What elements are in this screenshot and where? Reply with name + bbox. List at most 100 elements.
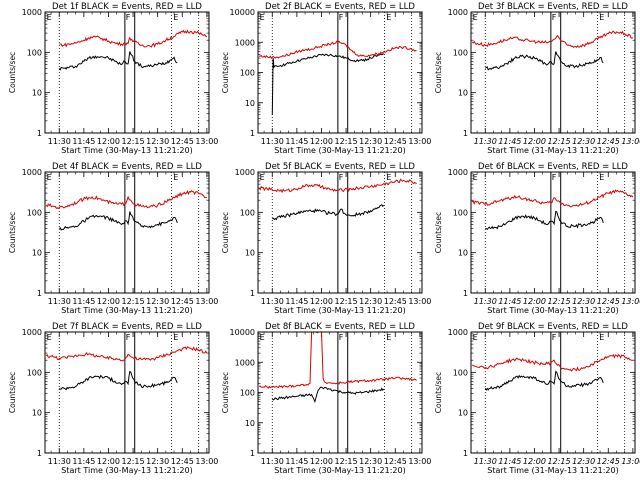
x-tick-label: 12:15 [122, 137, 145, 146]
x-tick-label: 11:30 [474, 137, 497, 146]
flag-letter: E [386, 13, 391, 22]
x-tick-label: 11:30 [48, 457, 71, 466]
y-tick-label: 1000 [235, 358, 255, 367]
x-tick-label: 12:00 [310, 457, 333, 466]
chart-panel-8: Det 8f BLACK = Events, RED = LLD 1 10 100 10… [221, 322, 431, 475]
flag-letter: E [260, 173, 265, 182]
x-tick-label: 11:45 [498, 137, 521, 146]
y-tick-label: 10 [245, 419, 255, 428]
flag-letter: F [552, 13, 557, 22]
flag-letter: E [173, 173, 178, 182]
chart-panel-1: Det 1f BLACK = Events, RED = LLD 1 10 100 10… [8, 2, 218, 155]
x-axis-label: Start Time (30-May-13 11:21:20) [61, 466, 192, 475]
y-tick-label: 100 [27, 208, 42, 217]
flag-letter: F [552, 333, 557, 342]
flag-letter: E [473, 333, 478, 342]
y-tick-label: 100 [453, 48, 468, 57]
chart-panel-6: Det 6f BLACK = Events, RED = LLD 1 10 100 10… [434, 162, 640, 315]
plot-frame [470, 331, 636, 454]
x-tick-label: 12:45 [597, 297, 620, 306]
x-tick-label: 12:45 [597, 457, 620, 466]
y-tick-label: 10 [458, 409, 468, 418]
x-tick-label: 12:00 [523, 137, 546, 146]
x-tick-label: 11:45 [285, 297, 308, 306]
x-tick-label: 12:00 [310, 297, 333, 306]
y-axis-label: Counts/sec [434, 52, 443, 93]
x-tick-label: 11:30 [261, 137, 284, 146]
x-tick-label: 12:45 [597, 137, 620, 146]
y-tick-label: 1 [250, 449, 255, 458]
x-tick-label: 11:45 [285, 457, 308, 466]
x-tick-label: 11:45 [285, 137, 308, 146]
x-tick-label: 13:00 [195, 297, 218, 306]
y-tick-label: 100 [240, 389, 255, 398]
flag-letter: F [339, 13, 344, 22]
x-axis-label: Start Time (31-May-13 11:21:20) [487, 146, 618, 155]
y-tick-label: 1 [250, 289, 255, 298]
chart-title: Det 9f BLACK = Events, RED = LLD [478, 322, 628, 332]
y-tick-label: 1 [463, 129, 468, 138]
x-axis-label: Start Time (30-May-13 11:21:20) [487, 306, 618, 315]
x-tick-label: 12:15 [548, 457, 571, 466]
y-axis-label: Counts/sec [8, 52, 17, 93]
x-tick-label: 11:30 [474, 457, 497, 466]
x-tick-label: 12:15 [122, 457, 145, 466]
x-tick-label: 11:30 [474, 297, 497, 306]
x-tick-label: 11:45 [498, 297, 521, 306]
x-axis-label: Start Time (30-May-13 11:21:20) [274, 146, 405, 155]
y-tick-label: 10 [458, 249, 468, 258]
x-tick-label: 12:30 [359, 457, 382, 466]
x-tick-label: 11:30 [48, 137, 71, 146]
y-axis-label: Counts/sec [434, 372, 443, 413]
x-tick-label: 13:00 [621, 297, 640, 306]
y-tick-label: 1000 [448, 168, 468, 177]
y-tick-label: 1 [37, 289, 42, 298]
flag-letter: F [126, 13, 131, 22]
chart-panel-5: Det 5f BLACK = Events, RED = LLD 1 10 100 10… [221, 162, 431, 315]
chart-title: Det 8f BLACK = Events, RED = LLD [265, 322, 415, 332]
x-tick-label: 11:45 [72, 297, 95, 306]
flag-letter: E [599, 333, 604, 342]
x-tick-label: 12:00 [97, 457, 120, 466]
plot-frame [44, 171, 210, 294]
x-tick-label: 12:30 [146, 297, 169, 306]
x-tick-label: 12:45 [384, 137, 407, 146]
flag-letter: E [47, 173, 52, 182]
x-tick-label: 12:30 [146, 137, 169, 146]
x-axis-label: Start Time (30-May-13 11:21:20) [61, 306, 192, 315]
plot-frame [470, 11, 636, 134]
y-tick-label: 1 [463, 289, 468, 298]
x-tick-label: 11:45 [498, 457, 521, 466]
y-tick-label: 10 [458, 89, 468, 98]
chart-panel-9: Det 9f BLACK = Events, RED = LLD 1 10 100 10… [434, 322, 640, 475]
y-tick-label: 1000 [235, 168, 255, 177]
y-tick-label: 10 [32, 409, 42, 418]
chart-title: Det 7f BLACK = Events, RED = LLD [52, 322, 202, 332]
y-tick-label: 1 [463, 449, 468, 458]
chart-panel-3: Det 3f BLACK = Events, RED = LLD 1 10 100 10… [434, 2, 640, 155]
plot-frame [44, 331, 210, 454]
series-line-events [272, 386, 385, 404]
chart-panel-7: Det 7f BLACK = Events, RED = LLD 1 10 100 10… [8, 322, 218, 475]
series-line-lld [45, 346, 208, 362]
y-axis-label: Counts/sec [434, 212, 443, 253]
series-line-events [59, 211, 178, 231]
x-tick-label: 12:00 [523, 457, 546, 466]
plot-frame [257, 331, 423, 454]
series-line-events [58, 51, 178, 71]
series-line-events [59, 370, 178, 391]
flag-letter: E [473, 173, 478, 182]
flag-letter: F [126, 173, 131, 182]
flag-letter: E [260, 13, 265, 22]
flag-letter: E [173, 13, 178, 22]
y-tick-label: 1 [37, 449, 42, 458]
chart-title: Det 4f BLACK = Events, RED = LLD [52, 162, 202, 172]
x-tick-label: 12:00 [97, 297, 120, 306]
x-axis-label: Start Time (30-May-13 11:21:20) [61, 146, 192, 155]
y-tick-label: 100 [240, 208, 255, 217]
x-tick-label: 13:00 [195, 137, 218, 146]
chart-title: Det 5f BLACK = Events, RED = LLD [265, 162, 415, 172]
y-tick-label: 100 [27, 368, 42, 377]
chart-title: Det 1f BLACK = Events, RED = LLD [52, 2, 202, 12]
